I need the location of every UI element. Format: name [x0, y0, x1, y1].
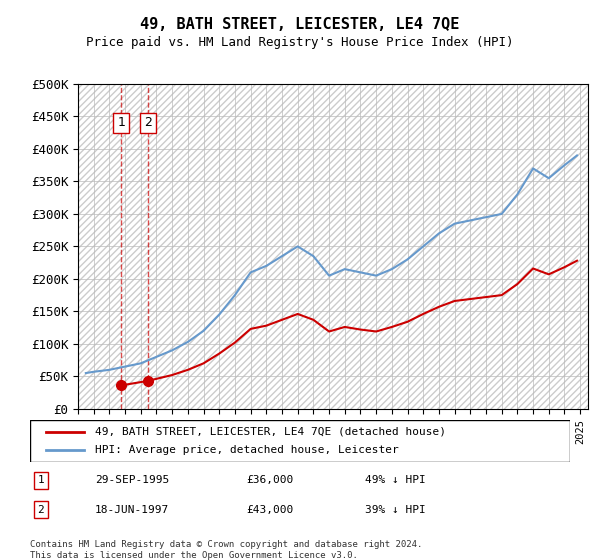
- Text: 29-SEP-1995: 29-SEP-1995: [95, 475, 169, 485]
- Text: £43,000: £43,000: [246, 505, 293, 515]
- Text: 1: 1: [117, 116, 125, 129]
- Text: 49, BATH STREET, LEICESTER, LE4 7QE (detached house): 49, BATH STREET, LEICESTER, LE4 7QE (det…: [95, 427, 446, 437]
- Text: Contains HM Land Registry data © Crown copyright and database right 2024.
This d: Contains HM Land Registry data © Crown c…: [30, 540, 422, 560]
- Text: 1: 1: [37, 475, 44, 485]
- Text: 2: 2: [37, 505, 44, 515]
- Text: 49% ↓ HPI: 49% ↓ HPI: [365, 475, 425, 485]
- Text: HPI: Average price, detached house, Leicester: HPI: Average price, detached house, Leic…: [95, 445, 398, 455]
- Text: Price paid vs. HM Land Registry's House Price Index (HPI): Price paid vs. HM Land Registry's House …: [86, 36, 514, 49]
- FancyBboxPatch shape: [30, 420, 570, 462]
- Text: 2: 2: [144, 116, 152, 129]
- Text: £36,000: £36,000: [246, 475, 293, 485]
- Text: 39% ↓ HPI: 39% ↓ HPI: [365, 505, 425, 515]
- Text: 18-JUN-1997: 18-JUN-1997: [95, 505, 169, 515]
- Text: 49, BATH STREET, LEICESTER, LE4 7QE: 49, BATH STREET, LEICESTER, LE4 7QE: [140, 17, 460, 32]
